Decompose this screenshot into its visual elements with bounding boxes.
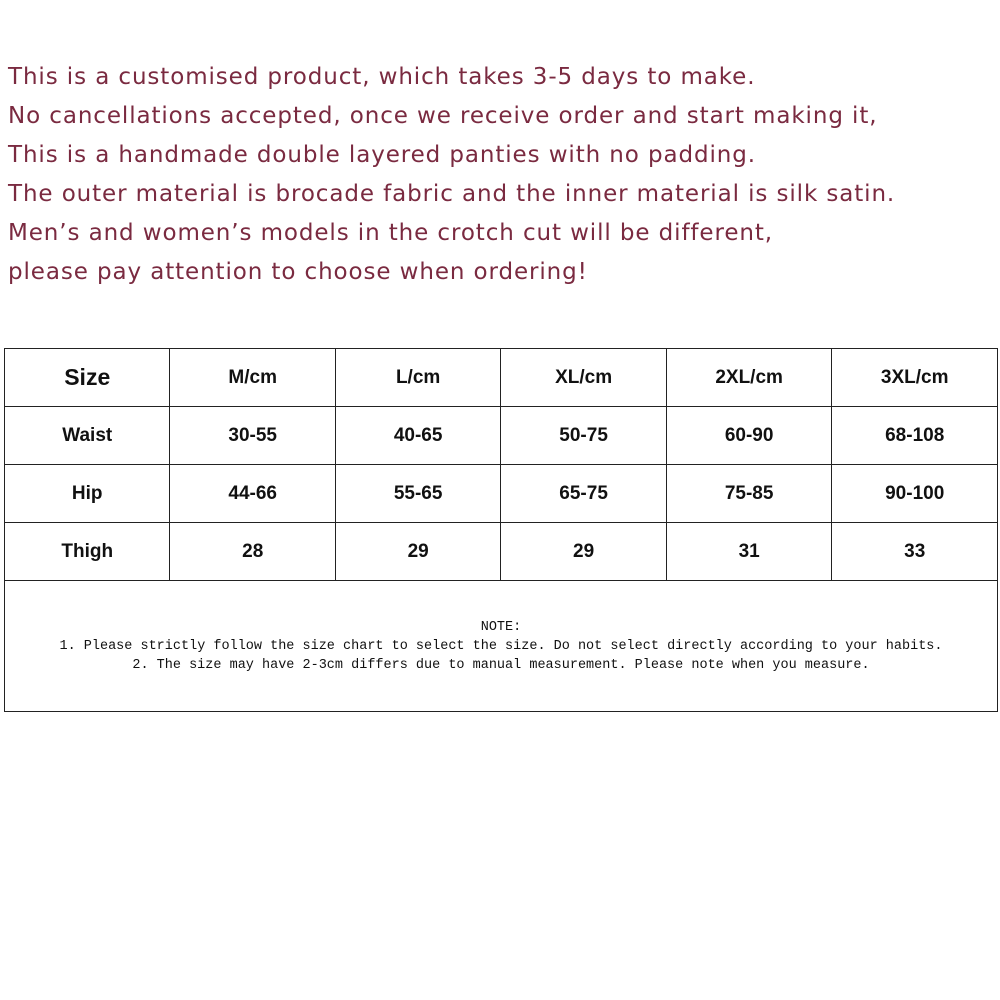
table-cell: 40-65 (334, 406, 502, 465)
table-cell: 29 (500, 522, 667, 581)
row-label: Hip (3, 464, 171, 523)
table-cell: 68-108 (831, 406, 998, 465)
header-cell: 3XL/cm (831, 348, 998, 407)
table-cell: 90-100 (831, 464, 998, 523)
note-line: 1. Please strictly follow the size chart… (59, 638, 943, 654)
product-description: This is a customised product, which take… (8, 58, 895, 292)
table-cell: 60-90 (665, 406, 833, 465)
note-cell: NOTE: 1. Please strictly follow the size… (4, 580, 998, 712)
header-cell: Size (3, 348, 171, 407)
note-title: NOTE: (480, 619, 522, 635)
table-cell: 75-85 (665, 464, 833, 523)
header-cell: XL/cm (500, 348, 667, 407)
description-line: No cancellations accepted, once we recei… (8, 103, 878, 129)
table-cell: 50-75 (500, 406, 667, 465)
header-cell: M/cm (169, 348, 336, 407)
table-cell: 65-75 (500, 464, 667, 523)
table-cell: 31 (665, 522, 833, 581)
table-cell: 44-66 (169, 464, 336, 523)
table-cell: 33 (831, 522, 998, 581)
row-label: Thigh (3, 522, 171, 581)
table-cell: 28 (169, 522, 336, 581)
table-header-row: Size M/cm L/cm XL/cm 2XL/cm 3XL/cm (3, 348, 998, 407)
table-row: Hip 44-66 55-65 65-75 75-85 90-100 (3, 464, 998, 523)
description-line: This is a customised product, which take… (8, 64, 756, 90)
note-row: NOTE: 1. Please strictly follow the size… (4, 580, 998, 712)
description-line: This is a handmade double layered pantie… (8, 142, 756, 168)
description-line: Men’s and women’s models in the crotch c… (8, 220, 773, 246)
table-row: Thigh 28 29 29 31 33 (3, 522, 998, 581)
description-line: please pay attention to choose when orde… (8, 259, 588, 285)
table-cell: 29 (334, 522, 502, 581)
header-cell: 2XL/cm (665, 348, 833, 407)
size-chart-table: Size M/cm L/cm XL/cm 2XL/cm 3XL/cm Waist… (3, 348, 998, 712)
table-row: Waist 30-55 40-65 50-75 60-90 68-108 (3, 406, 998, 465)
table-cell: 30-55 (169, 406, 336, 465)
row-label: Waist (3, 406, 171, 465)
note-line: 2. The size may have 2-3cm differs due t… (132, 657, 870, 673)
description-line: The outer material is brocade fabric and… (8, 181, 896, 207)
table-cell: 55-65 (334, 464, 502, 523)
header-cell: L/cm (334, 348, 502, 407)
